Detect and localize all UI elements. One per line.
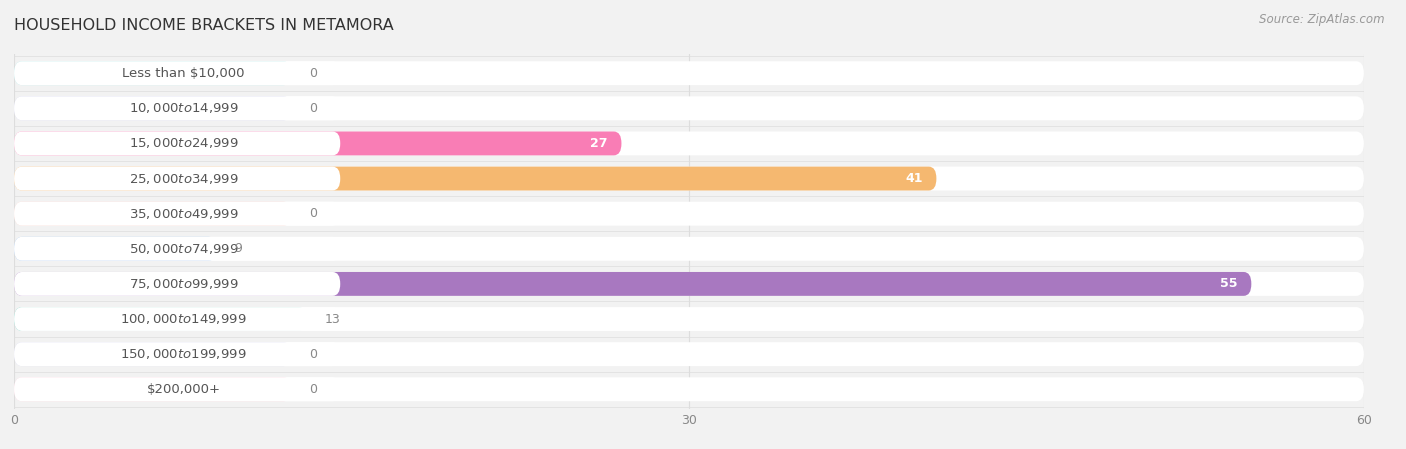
Text: $150,000 to $199,999: $150,000 to $199,999 (121, 347, 247, 361)
FancyBboxPatch shape (14, 342, 291, 366)
FancyBboxPatch shape (14, 167, 340, 190)
FancyBboxPatch shape (14, 307, 1364, 331)
Text: 0: 0 (309, 207, 318, 220)
FancyBboxPatch shape (14, 272, 1364, 296)
FancyBboxPatch shape (14, 97, 1364, 120)
FancyBboxPatch shape (14, 342, 1364, 366)
Text: 9: 9 (235, 242, 242, 255)
FancyBboxPatch shape (14, 377, 291, 401)
Text: $10,000 to $14,999: $10,000 to $14,999 (129, 101, 239, 115)
Text: HOUSEHOLD INCOME BRACKETS IN METAMORA: HOUSEHOLD INCOME BRACKETS IN METAMORA (14, 18, 394, 33)
FancyBboxPatch shape (14, 342, 340, 366)
Text: 0: 0 (309, 102, 318, 115)
FancyBboxPatch shape (14, 167, 936, 190)
Text: 41: 41 (905, 172, 922, 185)
Text: $25,000 to $34,999: $25,000 to $34,999 (129, 172, 239, 185)
Text: $75,000 to $99,999: $75,000 to $99,999 (129, 277, 239, 291)
FancyBboxPatch shape (14, 132, 1364, 155)
Text: Source: ZipAtlas.com: Source: ZipAtlas.com (1260, 13, 1385, 26)
Text: 13: 13 (325, 313, 340, 326)
FancyBboxPatch shape (14, 202, 291, 225)
Text: 0: 0 (309, 67, 318, 79)
FancyBboxPatch shape (14, 237, 340, 261)
Text: Less than $10,000: Less than $10,000 (122, 67, 245, 79)
Text: $200,000+: $200,000+ (146, 383, 221, 396)
FancyBboxPatch shape (14, 61, 1364, 85)
FancyBboxPatch shape (14, 167, 1364, 190)
FancyBboxPatch shape (14, 202, 340, 225)
FancyBboxPatch shape (14, 132, 340, 155)
FancyBboxPatch shape (14, 272, 340, 296)
FancyBboxPatch shape (14, 307, 307, 331)
FancyBboxPatch shape (14, 61, 291, 85)
FancyBboxPatch shape (14, 132, 621, 155)
FancyBboxPatch shape (14, 97, 340, 120)
Text: 27: 27 (591, 137, 607, 150)
FancyBboxPatch shape (14, 377, 1364, 401)
Text: $100,000 to $149,999: $100,000 to $149,999 (121, 312, 247, 326)
FancyBboxPatch shape (14, 97, 291, 120)
FancyBboxPatch shape (14, 307, 340, 331)
FancyBboxPatch shape (14, 202, 1364, 225)
Text: 0: 0 (309, 348, 318, 361)
FancyBboxPatch shape (14, 272, 1251, 296)
Text: $35,000 to $49,999: $35,000 to $49,999 (129, 207, 239, 220)
Text: $15,000 to $24,999: $15,000 to $24,999 (129, 136, 239, 150)
FancyBboxPatch shape (14, 61, 340, 85)
FancyBboxPatch shape (14, 377, 340, 401)
Text: 55: 55 (1220, 277, 1237, 291)
Text: 0: 0 (309, 383, 318, 396)
Text: $50,000 to $74,999: $50,000 to $74,999 (129, 242, 239, 256)
FancyBboxPatch shape (14, 237, 1364, 261)
FancyBboxPatch shape (14, 237, 217, 261)
